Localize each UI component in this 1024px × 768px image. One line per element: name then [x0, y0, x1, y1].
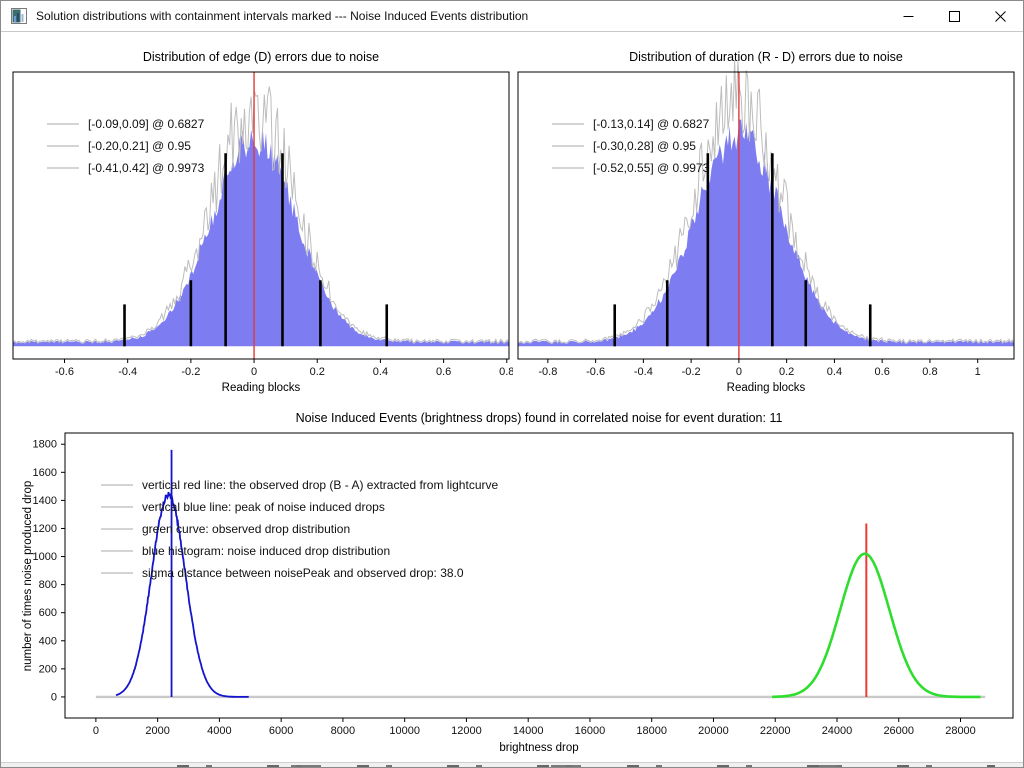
svg-text:8000: 8000: [331, 725, 355, 737]
legend-item: green curve: observed drop distribution: [101, 518, 498, 540]
noise-events-chart: 0 2000 4000 6000 8000 10000 12000 14000 16000 180…: [33, 432, 1014, 737]
legend-label: sigma distance between noisePeak and obs…: [142, 566, 464, 580]
svg-text:0.6: 0.6: [875, 366, 890, 378]
svg-text:1400: 1400: [33, 495, 57, 507]
legend-line-swatch: [101, 550, 133, 552]
titlebar[interactable]: Solution distributions with containment …: [1, 1, 1023, 32]
legend-item: [-0.30,0.28] @ 0.95: [552, 135, 709, 157]
legend-line-swatch: [101, 572, 133, 574]
duration-plot-title: Distribution of duration (R - D) errors …: [629, 50, 903, 64]
svg-text:-0.6: -0.6: [55, 366, 74, 378]
svg-text:1200: 1200: [33, 523, 57, 535]
svg-text:600: 600: [39, 607, 57, 619]
svg-text:6000: 6000: [269, 725, 293, 737]
svg-text:22000: 22000: [760, 725, 791, 737]
legend-label: [-0.52,0.55] @ 0.9973: [593, 161, 710, 175]
legend-line-swatch: [101, 506, 133, 508]
svg-text:-0.4: -0.4: [634, 366, 653, 378]
window-controls: [885, 1, 1023, 32]
svg-text:0.2: 0.2: [310, 366, 325, 378]
edge-plot-title: Distribution of edge (D) errors due to n…: [142, 50, 380, 64]
svg-text:200: 200: [39, 663, 57, 675]
edge-errors-chart: -0.6 -0.4 -0.2 0 0.2 0.4 0.6 0.8: [12, 71, 513, 378]
svg-text:0.4: 0.4: [827, 366, 842, 378]
legend-label: [-0.13,0.14] @ 0.6827: [593, 117, 710, 131]
svg-text:14000: 14000: [513, 725, 544, 737]
legend-item: [-0.20,0.21] @ 0.95: [47, 135, 204, 157]
svg-text:-0.2: -0.2: [181, 366, 200, 378]
legend-line-swatch: [552, 123, 584, 125]
svg-text:0: 0: [736, 366, 742, 378]
svg-text:-0.6: -0.6: [586, 366, 605, 378]
legend-line-swatch: [47, 167, 79, 169]
svg-text:0.8: 0.8: [922, 366, 937, 378]
legend-label: [-0.20,0.21] @ 0.95: [88, 139, 191, 153]
legend-label: vertical blue line: peak of noise induce…: [142, 500, 385, 514]
legend-line-swatch: [47, 145, 79, 147]
legend-item: [-0.41,0.42] @ 0.9973: [47, 157, 204, 179]
duration-xaxis-label: Reading blocks: [726, 382, 806, 394]
svg-text:800: 800: [39, 579, 57, 591]
maximize-button[interactable]: [931, 1, 977, 32]
svg-text:400: 400: [39, 635, 57, 647]
svg-text:1800: 1800: [33, 439, 57, 451]
legend-line-swatch: [101, 484, 133, 486]
svg-text:18000: 18000: [636, 725, 667, 737]
legend-label: vertical red line: the observed drop (B …: [142, 478, 499, 492]
minimize-button[interactable]: [885, 1, 931, 32]
close-button[interactable]: [977, 1, 1023, 32]
svg-text:0: 0: [251, 366, 257, 378]
svg-text:-0.8: -0.8: [538, 366, 557, 378]
svg-text:26000: 26000: [883, 725, 914, 737]
svg-text:1000: 1000: [33, 551, 57, 563]
svg-text:16000: 16000: [575, 725, 606, 737]
legend-line-swatch: [101, 528, 133, 530]
legend-label: [-0.30,0.28] @ 0.95: [593, 139, 696, 153]
svg-text:2000: 2000: [145, 725, 169, 737]
svg-text:0.8: 0.8: [499, 366, 513, 378]
legend-item: [-0.09,0.09] @ 0.6827: [47, 113, 204, 135]
legend-item: sigma distance between noisePeak and obs…: [101, 562, 498, 584]
legend-line-swatch: [552, 145, 584, 147]
svg-text:1600: 1600: [33, 467, 57, 479]
legend-label: blue histogram: noise induced drop distr…: [142, 544, 391, 558]
noise-legend: vertical red line: the observed drop (B …: [101, 474, 498, 584]
noise-xaxis-label: brightness drop: [499, 742, 579, 754]
legend-line-swatch: [552, 167, 584, 169]
svg-text:12000: 12000: [451, 725, 482, 737]
window-title: Solution distributions with containment …: [36, 9, 529, 23]
legend-item: [-0.13,0.14] @ 0.6827: [552, 113, 709, 135]
noise-plot-title: Noise Induced Events (brightness drops) …: [295, 411, 783, 425]
svg-text:10000: 10000: [389, 725, 420, 737]
legend-line-swatch: [47, 123, 79, 125]
legend-item: vertical red line: the observed drop (B …: [101, 474, 498, 496]
edge-legend: [-0.09,0.09] @ 0.6827 [-0.20,0.21] @ 0.9…: [47, 113, 204, 179]
svg-text:0.2: 0.2: [779, 366, 794, 378]
svg-text:0.4: 0.4: [373, 366, 388, 378]
duration-legend: [-0.13,0.14] @ 0.6827 [-0.30,0.28] @ 0.9…: [552, 113, 709, 179]
svg-text:0.6: 0.6: [436, 366, 451, 378]
edge-xaxis-label: Reading blocks: [221, 382, 301, 394]
duration-errors-chart: -0.8 -0.6 -0.4 -0.2 0 0.2 0.4 0.6 0.8 1: [517, 60, 1015, 378]
svg-text:-0.4: -0.4: [118, 366, 137, 378]
svg-text:28000: 28000: [945, 725, 976, 737]
svg-text:24000: 24000: [822, 725, 853, 737]
svg-text:0: 0: [51, 691, 57, 703]
legend-label: [-0.41,0.42] @ 0.9973: [88, 161, 205, 175]
svg-text:20000: 20000: [698, 725, 729, 737]
legend-label: green curve: observed drop distribution: [142, 522, 351, 536]
app-icon: [11, 8, 27, 24]
statusbar-clipped: [1, 762, 1023, 767]
svg-text:1: 1: [975, 366, 981, 378]
statusbar-text-fragment: [151, 765, 995, 767]
noise-yaxis-label: number of times noise produced drop: [22, 480, 34, 672]
legend-label: [-0.09,0.09] @ 0.6827: [88, 117, 205, 131]
svg-text:4000: 4000: [207, 725, 231, 737]
svg-text:0: 0: [93, 725, 99, 737]
legend-item: blue histogram: noise induced drop distr…: [101, 540, 498, 562]
svg-text:-0.2: -0.2: [682, 366, 701, 378]
legend-item: [-0.52,0.55] @ 0.9973: [552, 157, 709, 179]
legend-item: vertical blue line: peak of noise induce…: [101, 496, 498, 518]
